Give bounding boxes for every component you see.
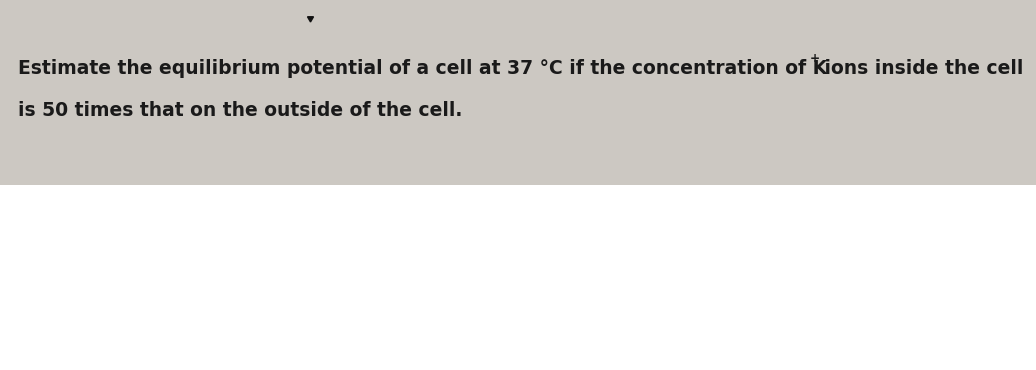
Text: Estimate the equilibrium potential of a cell at 37 °C if the concentration of K: Estimate the equilibrium potential of a …: [18, 58, 827, 77]
Text: is 50 times that on the outside of the cell.: is 50 times that on the outside of the c…: [18, 101, 462, 120]
Bar: [0, 0, 1036, 185]
Text: ions inside the cell: ions inside the cell: [818, 58, 1024, 77]
Bar: [0, 185, 1036, 370]
Text: +: +: [810, 53, 821, 65]
